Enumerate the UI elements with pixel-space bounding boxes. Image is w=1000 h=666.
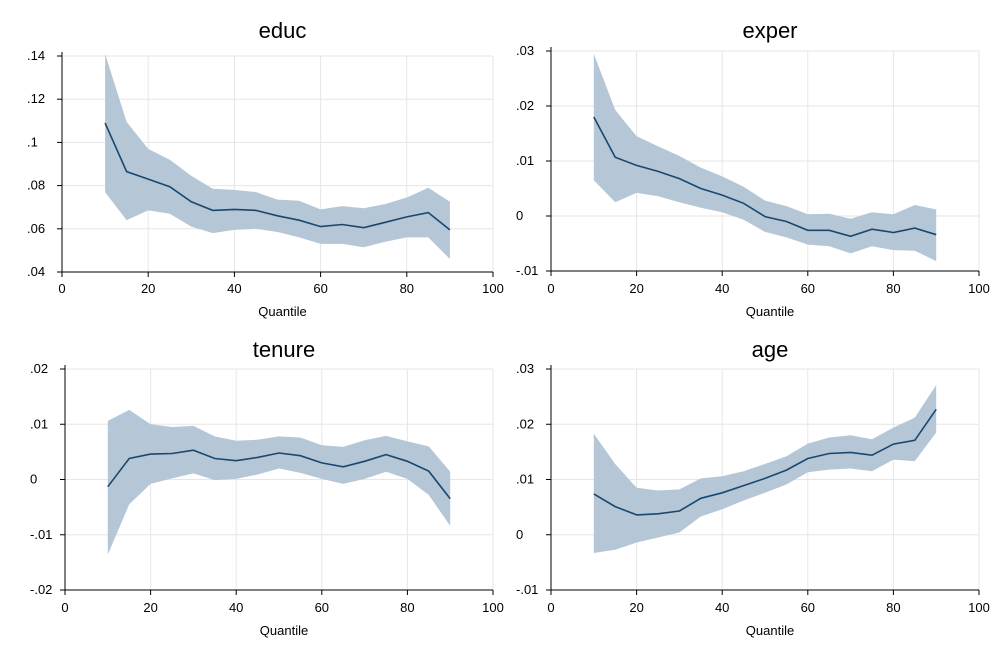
y-tick-label: .14	[27, 48, 45, 63]
confidence-band	[105, 53, 450, 259]
x-tick-label: 40	[227, 281, 241, 296]
y-tick-label: .02	[516, 98, 534, 113]
x-tick-label: 20	[143, 600, 157, 615]
x-tick-label: 60	[801, 281, 815, 296]
y-tick-label: -.01	[516, 263, 538, 278]
y-tick-label: .03	[516, 361, 534, 376]
x-tick-label: 0	[547, 281, 554, 296]
y-tick-label: -.02	[30, 582, 52, 597]
chart-title: tenure	[253, 337, 315, 362]
panel-educ: .04 .06 .08 .1 .12 .14 0 20 40 60 80 100 educ Quantil…	[27, 18, 504, 319]
y-tick-label: .01	[516, 472, 534, 487]
y-tick-label: .1	[27, 134, 38, 149]
panel-age: -.01 0 .01 .02 .03 0 20 40 60 80 100 age Quantile	[516, 337, 990, 638]
confidence-band	[593, 385, 937, 553]
y-tick-label: .04	[27, 264, 45, 279]
x-tick-label: 60	[313, 281, 327, 296]
estimate-line	[593, 116, 937, 238]
y-tick-label: .06	[27, 221, 45, 236]
x-tick-label: 0	[58, 281, 65, 296]
x-tick-label: 80	[400, 600, 414, 615]
x-tick-label: 100	[968, 600, 990, 615]
x-axis-label: Quantile	[746, 623, 794, 638]
confidence-band	[593, 53, 937, 262]
y-tick-label: -.01	[30, 527, 52, 542]
panel-exper: -.01 0 .01 .02 .03 0 20 40 60 80 100 exper Quantile	[516, 18, 990, 319]
x-tick-label: 80	[400, 281, 414, 296]
x-tick-label: 80	[886, 600, 900, 615]
y-tick-label: 0	[30, 472, 37, 487]
x-tick-label: 40	[715, 600, 729, 615]
x-tick-label: 60	[801, 600, 815, 615]
y-tick-label: 0	[516, 527, 523, 542]
y-tick-label: 0	[516, 208, 523, 223]
y-tick-label: .08	[27, 178, 45, 193]
x-tick-label: 40	[715, 281, 729, 296]
y-tick-label: .01	[30, 416, 48, 431]
estimate-line	[107, 449, 451, 500]
confidence-band	[107, 409, 451, 555]
y-tick-label: .03	[516, 43, 534, 58]
x-tick-label: 100	[968, 281, 990, 296]
x-tick-label: 80	[886, 281, 900, 296]
x-tick-label: 60	[315, 600, 329, 615]
x-tick-label: 20	[141, 281, 155, 296]
y-tick-label: -.01	[516, 582, 538, 597]
y-tick-label: .01	[516, 153, 534, 168]
x-tick-label: 20	[629, 600, 643, 615]
x-tick-label: 0	[547, 600, 554, 615]
chart-title: age	[752, 337, 789, 362]
estimate-line	[104, 122, 451, 231]
x-tick-label: 100	[482, 281, 504, 296]
y-tick-label: .02	[30, 361, 48, 376]
chart-title: educ	[259, 18, 307, 43]
x-tick-label: 20	[629, 281, 643, 296]
chart-title: exper	[742, 18, 797, 43]
y-tick-label: .12	[27, 91, 45, 106]
x-axis-label: Quantile	[260, 623, 308, 638]
x-tick-label: 40	[229, 600, 243, 615]
panel-tenure: -.02 -.01 0 .01 .02 0 20 40 60 80 100 tenure Quantil…	[30, 337, 504, 638]
x-axis-label: Quantile	[746, 304, 794, 319]
x-tick-label: 0	[61, 600, 68, 615]
y-tick-label: .02	[516, 416, 534, 431]
x-axis-label: Quantile	[258, 304, 306, 319]
x-tick-label: 100	[482, 600, 504, 615]
